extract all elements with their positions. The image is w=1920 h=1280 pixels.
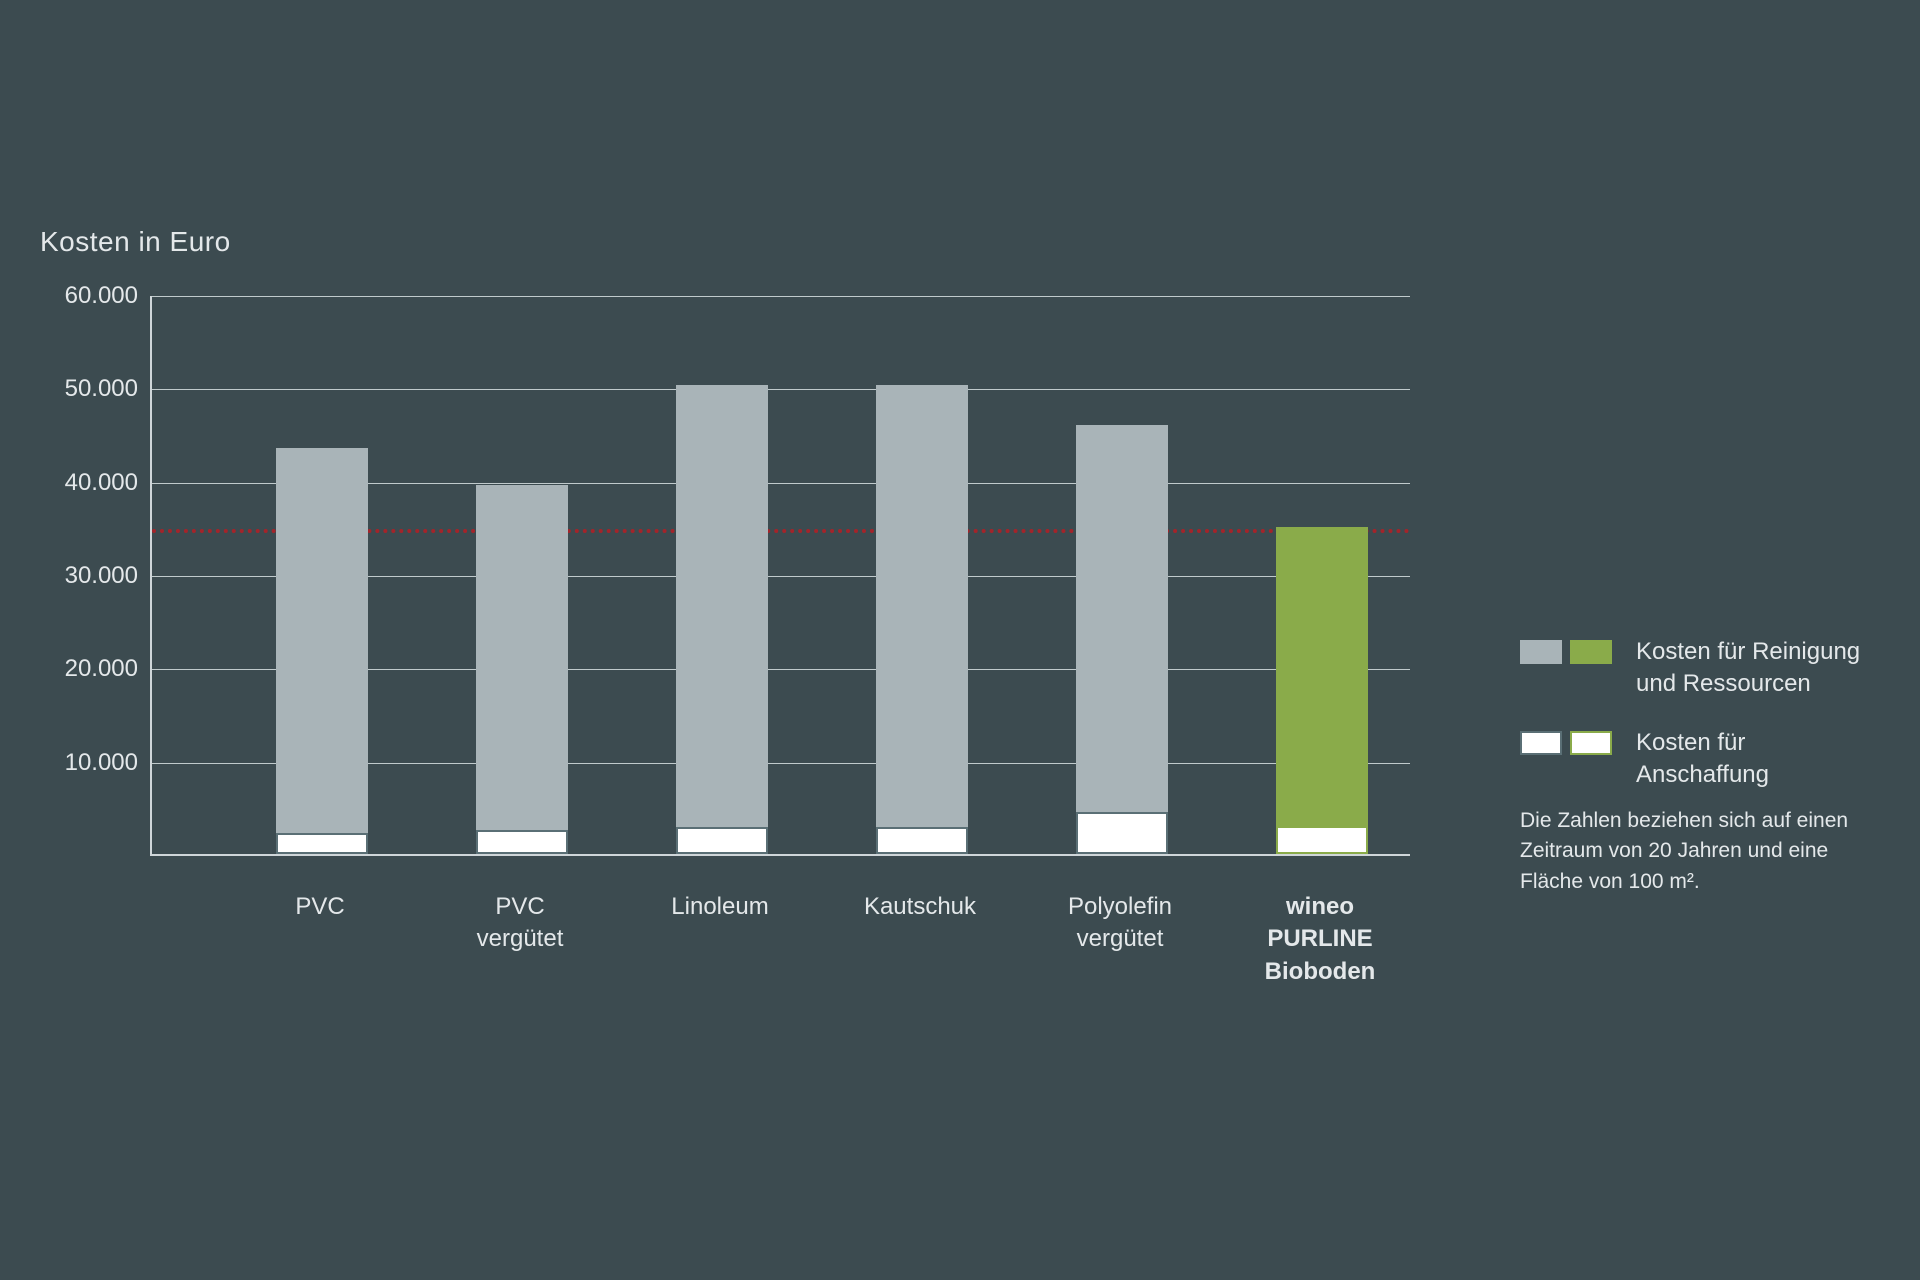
legend-swatch [1520,731,1562,755]
gridline [152,296,1410,297]
y-tick-label: 40.000 [38,469,138,497]
y-tick-label: 50.000 [38,375,138,403]
legend-swatch [1570,640,1612,664]
legend-swatches [1520,636,1612,664]
bar-group [1076,425,1168,854]
y-tick-label: 10.000 [38,749,138,777]
gridline [152,389,1410,390]
x-tick-label: PVCvergütet [420,891,620,956]
bar-segment-cleaning [676,385,768,826]
x-tick-label: Kautschuk [820,891,1020,923]
bar-segment-cleaning [276,448,368,833]
bar-segment-acquisition [1276,826,1368,854]
y-tick-label: 60.000 [38,282,138,310]
bar-segment-acquisition [276,833,368,854]
legend-swatch [1520,640,1562,664]
legend: Kosten für Reinigung und Ressourcen Koste… [1520,636,1880,818]
legend-swatch [1570,731,1612,755]
bar-segment-acquisition [876,827,968,854]
bar-group [476,485,568,854]
bar-segment-acquisition [676,827,768,854]
bar-segment-acquisition [476,830,568,854]
x-tick-label: wineoPURLINE Bioboden [1220,891,1420,988]
bar-group [876,385,968,854]
bar-group [676,385,768,854]
bar-segment-cleaning [1276,527,1368,826]
y-tick-label: 30.000 [38,562,138,590]
bar-group [276,448,368,854]
chart-area: 10.00020.00030.00040.00050.00060.000PVCP… [40,296,1410,856]
chart-footnote: Die Zahlen beziehen sich auf einen Zeitr… [1520,806,1890,897]
legend-label: Kosten für Anschaffung [1636,727,1880,792]
y-tick-label: 20.000 [38,655,138,683]
bar-group [1276,527,1368,854]
chart-container: Kosten in Euro 10.000 20.000 30.000 40.000 5… [0,0,1920,1280]
legend-label: Kosten für Reinigung und Ressourcen [1636,636,1880,701]
bar-segment-cleaning [476,485,568,829]
legend-item: Kosten für Reinigung und Ressourcen [1520,636,1880,701]
x-tick-label: Linoleum [620,891,820,923]
bar-segment-acquisition [1076,812,1168,854]
plot-area [150,296,1410,856]
legend-item: Kosten für Anschaffung [1520,727,1880,792]
legend-swatches [1520,727,1612,755]
bar-segment-cleaning [876,385,968,826]
x-tick-label: Polyolefinvergütet [1020,891,1220,956]
x-tick-label: PVC [220,891,420,923]
chart-title: Kosten in Euro [40,226,231,258]
bar-segment-cleaning [1076,425,1168,812]
